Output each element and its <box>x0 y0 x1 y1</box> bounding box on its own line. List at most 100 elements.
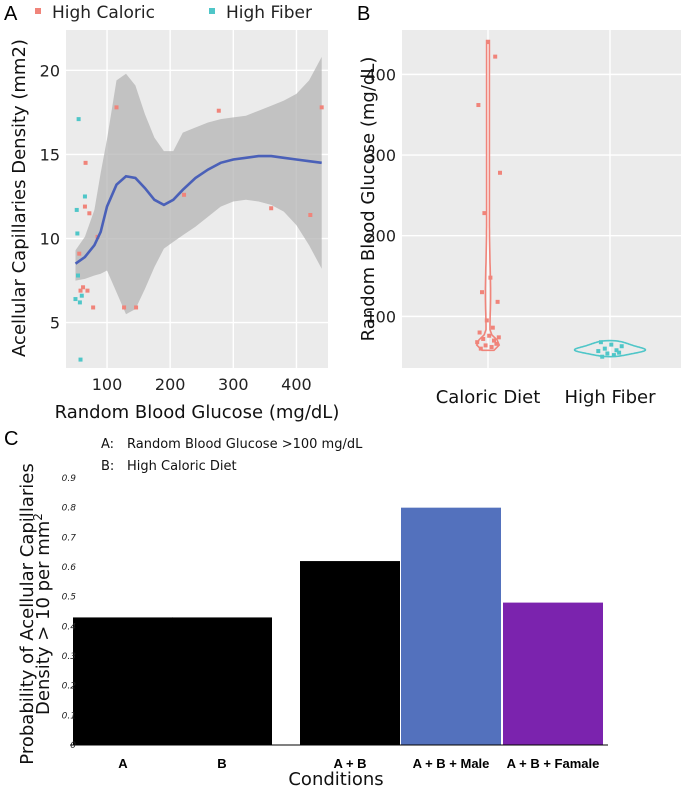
point-caloric-diet <box>495 299 500 304</box>
point-high-fiber <box>74 207 79 212</box>
point-caloric-diet <box>494 341 499 346</box>
point-caloric-diet <box>475 340 480 345</box>
bar-1 <box>73 617 173 745</box>
point-high-fiber <box>609 342 614 347</box>
legend-label-high-caloric: High Caloric <box>52 3 155 23</box>
point-high-caloric <box>85 288 90 293</box>
jitter-points-b <box>475 40 624 359</box>
panel-a-scatter: A High Caloric High Fiber 100 200 300 40… <box>4 3 339 423</box>
point-high-caloric <box>269 206 274 211</box>
bar-3 <box>300 561 400 745</box>
legend-a: High Caloric High Fiber <box>35 3 312 23</box>
point-high-fiber <box>78 357 83 362</box>
y-tick-label: 0.5 <box>62 593 77 603</box>
point-caloric-diet <box>480 290 484 295</box>
y-axis-title-b: Random Blood Glucose (mg/dL) <box>358 57 379 342</box>
point-high-caloric <box>114 105 119 110</box>
y-tick-label: 0.1 <box>62 711 76 721</box>
y-tick-label: 20 <box>40 61 60 80</box>
point-caloric-diet <box>483 343 488 348</box>
annotation-text-a: Random Blood Glucose >100 mg/dL <box>127 437 363 452</box>
y-tick-label: 15 <box>40 145 60 164</box>
y-tick-label: 0.6 <box>62 563 77 573</box>
y-tick-label: 0.3 <box>62 652 77 662</box>
point-high-caloric <box>82 204 87 209</box>
x-ticks-c: A B A + B A + B + Male A + B + Famale <box>118 756 599 771</box>
condition-legend: A: Random Blood Glucose >100 mg/dL B: Hi… <box>101 437 363 474</box>
category-label: A + B + Famale <box>507 756 600 771</box>
x-tick-label: 100 <box>92 375 123 394</box>
y-axis-title-c-line2-group: Density > 10 per mm2 <box>31 513 54 715</box>
x-tick-label: 200 <box>155 375 186 394</box>
point-high-fiber <box>82 194 87 199</box>
point-caloric-diet <box>490 325 495 330</box>
panel-label-b: B <box>357 3 370 25</box>
annotation-text-b: High Caloric Diet <box>127 459 237 474</box>
point-caloric-diet <box>478 346 483 351</box>
legend-label-high-fiber: High Fiber <box>226 3 312 23</box>
point-caloric-diet <box>482 211 487 216</box>
point-high-caloric <box>83 160 88 165</box>
y-axis-title-c-line2-text: Density > 10 per mm2 <box>31 513 54 715</box>
point-high-fiber <box>73 297 78 302</box>
y-axis-title-c-line1: Probability of Acellular Capillaries <box>17 463 38 764</box>
legend-swatch-high-fiber <box>209 8 215 14</box>
point-high-caloric <box>308 212 313 217</box>
y-tick-label: 400 <box>365 65 396 84</box>
x-tick-label: 400 <box>281 375 312 394</box>
y-axis-title-c-superscript: 2 <box>31 513 45 521</box>
scatter-points-a <box>73 105 324 362</box>
panel-label-a: A <box>4 3 18 25</box>
plot-area-b <box>402 30 681 368</box>
y-ticks-c: 0 0.1 0.2 0.3 0.4 0.5 0.6 0.7 0.8 0.9 <box>62 474 77 751</box>
point-high-fiber <box>79 293 84 298</box>
y-tick-label: 200 <box>365 227 396 246</box>
point-caloric-diet <box>492 338 496 343</box>
point-high-fiber <box>75 231 80 236</box>
x-tick-label: 300 <box>218 375 249 394</box>
category-label-high-fiber: High Fiber <box>564 387 656 408</box>
category-label-caloric-diet: Caloric Diet <box>436 387 541 408</box>
panel-label-c: C <box>4 428 18 450</box>
point-high-caloric <box>87 211 92 216</box>
y-tick-label: 0.4 <box>62 622 77 632</box>
violin-high-fiber <box>573 339 647 358</box>
category-label: B <box>217 756 226 771</box>
point-high-fiber <box>598 340 603 345</box>
x-axis-title-a: Random Blood Glucose (mg/dL) <box>55 402 340 423</box>
y-tick-label: 300 <box>365 146 396 165</box>
point-high-fiber <box>600 354 605 359</box>
y-axis-title-c-line2: Density > 10 per mm <box>33 521 54 715</box>
point-high-fiber <box>605 351 610 356</box>
grid-b <box>402 30 681 368</box>
y-ticks-a: 5 10 15 20 <box>40 61 60 332</box>
bars-c <box>73 507 603 745</box>
bar-5 <box>503 602 603 745</box>
x-ticks-a: 100 200 300 400 <box>92 375 312 394</box>
confidence-ribbon <box>75 56 322 315</box>
bar-4 <box>401 507 501 745</box>
point-caloric-diet <box>496 335 501 340</box>
y-tick-label: 100 <box>365 307 396 326</box>
y-ticks-b: 100 200 300 400 <box>365 65 396 326</box>
point-caloric-diet <box>477 330 482 335</box>
point-high-fiber <box>77 300 82 305</box>
point-high-fiber <box>75 273 80 278</box>
point-high-caloric <box>81 285 86 290</box>
category-label: A + B <box>333 756 366 771</box>
y-axis-title-a: Acellular Capillaries Density (mm2) <box>9 39 30 357</box>
y-tick-label: 5 <box>50 314 60 333</box>
panel-b-violin: B 100 200 300 400 Caloric Diet High Fibe… <box>357 3 681 408</box>
x-axis-title-c: Conditions <box>288 769 383 790</box>
category-label: A <box>118 756 128 771</box>
legend-swatch-high-caloric <box>35 8 41 14</box>
point-caloric-diet <box>487 333 492 338</box>
point-high-fiber <box>602 346 607 351</box>
annotation-key-a: A: <box>101 437 114 452</box>
x-ticks-b: Caloric Diet High Fiber <box>436 387 656 408</box>
point-high-fiber <box>614 348 619 353</box>
panel-c-bar: C A: Random Blood Glucose >100 mg/dL B: … <box>4 428 608 790</box>
point-high-caloric <box>134 305 139 310</box>
y-tick-label: 0 <box>70 741 76 751</box>
